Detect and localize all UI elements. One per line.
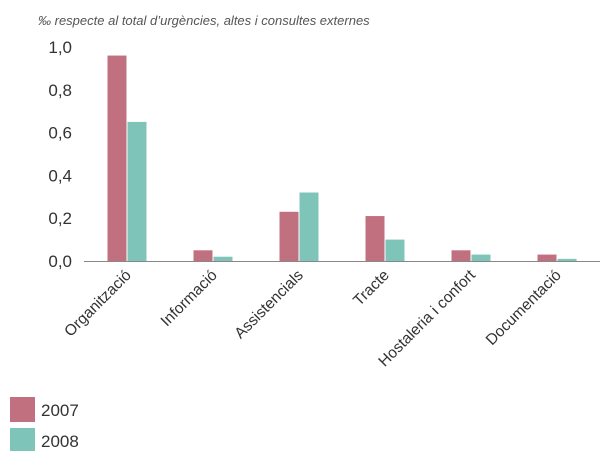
bar-2008 xyxy=(471,254,491,261)
y-axis-label: ‰ respecte al total d’urgències, altes i… xyxy=(38,13,370,28)
legend-label: 2007 xyxy=(41,401,79,420)
x-tick-label: Assistencials xyxy=(231,267,307,343)
legend-label: 2008 xyxy=(41,432,79,451)
y-tick-label: 0,8 xyxy=(48,81,72,100)
bar-2007 xyxy=(107,55,127,262)
category-labels: Organització Informació Assistencials Tract… xyxy=(61,266,565,370)
y-tick-label: 0,6 xyxy=(48,124,72,143)
y-tick-label: 1,0 xyxy=(48,38,72,57)
x-tick-label: Informació xyxy=(158,267,221,330)
y-tick-label: 0,4 xyxy=(48,166,72,185)
bar-2007 xyxy=(365,216,385,261)
bar-2008 xyxy=(299,192,319,261)
bar-2007 xyxy=(193,250,213,261)
x-tick-label: Documentació xyxy=(483,267,565,349)
legend: 2007 2008 xyxy=(10,397,79,451)
bar-2008 xyxy=(213,256,233,261)
y-axis-ticks: 0,0 0,2 0,4 0,6 0,8 1,0 xyxy=(48,38,72,271)
bars xyxy=(107,55,577,262)
legend-swatch xyxy=(10,428,35,451)
bar-2008 xyxy=(557,258,577,261)
y-tick-label: 0,2 xyxy=(48,209,72,228)
x-tick-label: Organització xyxy=(61,267,135,341)
x-tick-label: Tracte xyxy=(350,267,393,310)
bar-2007 xyxy=(279,211,299,261)
bar-2008 xyxy=(385,239,405,261)
legend-swatch xyxy=(10,397,35,422)
bar-2007 xyxy=(451,250,471,261)
y-tick-label: 0,0 xyxy=(48,252,72,271)
x-tick-label: Hostaleria i confort xyxy=(375,266,479,370)
bar-2008 xyxy=(127,121,147,262)
bar-2007 xyxy=(537,254,557,261)
